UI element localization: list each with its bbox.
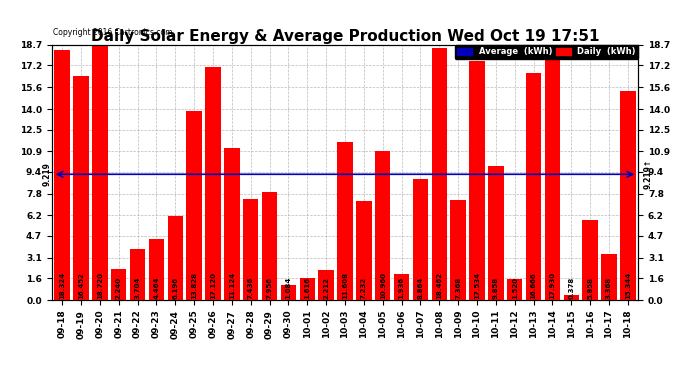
- Text: 3.704: 3.704: [135, 276, 141, 299]
- Bar: [148, 239, 164, 300]
- Bar: [262, 192, 277, 300]
- Text: 17.930: 17.930: [549, 272, 555, 299]
- Text: 17.120: 17.120: [210, 272, 216, 299]
- Bar: [168, 216, 183, 300]
- Text: 13.828: 13.828: [191, 272, 197, 299]
- Legend: Average  (kWh), Daily  (kWh): Average (kWh), Daily (kWh): [455, 45, 638, 59]
- Text: 18.324: 18.324: [59, 272, 65, 299]
- Bar: [544, 56, 560, 300]
- Text: 16.452: 16.452: [78, 272, 84, 299]
- Text: 18.462: 18.462: [436, 272, 442, 299]
- Text: 9.858: 9.858: [493, 277, 499, 299]
- Text: 17.534: 17.534: [474, 272, 480, 299]
- Text: 2.212: 2.212: [323, 277, 329, 299]
- Bar: [394, 274, 409, 300]
- Text: 5.858: 5.858: [587, 277, 593, 299]
- Bar: [92, 45, 108, 300]
- Text: 6.196: 6.196: [172, 277, 178, 299]
- Title: Daily Solar Energy & Average Production Wed Oct 19 17:51: Daily Solar Energy & Average Production …: [91, 29, 599, 44]
- Bar: [299, 278, 315, 300]
- Text: 7.436: 7.436: [248, 277, 254, 299]
- Text: 8.864: 8.864: [417, 277, 424, 299]
- Bar: [507, 279, 522, 300]
- Text: 3.368: 3.368: [606, 277, 612, 299]
- Text: 1.616: 1.616: [304, 277, 310, 299]
- Bar: [488, 166, 504, 300]
- Text: 7.956: 7.956: [266, 277, 273, 299]
- Text: 4.464: 4.464: [153, 276, 159, 299]
- Text: 0.378: 0.378: [569, 277, 574, 299]
- Bar: [111, 270, 126, 300]
- Text: 1.084: 1.084: [286, 276, 291, 299]
- Text: 1.936: 1.936: [399, 277, 404, 299]
- Text: 1.520: 1.520: [512, 277, 518, 299]
- Text: 16.666: 16.666: [531, 272, 537, 299]
- Bar: [243, 199, 259, 300]
- Bar: [620, 91, 635, 300]
- Text: 15.344: 15.344: [625, 272, 631, 299]
- Bar: [526, 73, 542, 300]
- Bar: [451, 200, 466, 300]
- Bar: [55, 50, 70, 300]
- Bar: [186, 111, 202, 300]
- Bar: [224, 148, 239, 300]
- Text: 9.219↑: 9.219↑: [644, 159, 653, 189]
- Bar: [601, 254, 617, 300]
- Text: 10.960: 10.960: [380, 272, 386, 299]
- Bar: [469, 61, 485, 300]
- Bar: [281, 285, 296, 300]
- Bar: [73, 76, 89, 300]
- Bar: [375, 150, 391, 300]
- Bar: [318, 270, 334, 300]
- Text: 11.124: 11.124: [229, 272, 235, 299]
- Bar: [582, 220, 598, 300]
- Bar: [564, 295, 579, 300]
- Bar: [205, 66, 221, 300]
- Bar: [130, 249, 146, 300]
- Text: 7.368: 7.368: [455, 277, 461, 299]
- Text: 2.240: 2.240: [116, 277, 121, 299]
- Bar: [337, 142, 353, 300]
- Text: Copyright 2016 Cartronics.com: Copyright 2016 Cartronics.com: [52, 28, 172, 37]
- Bar: [431, 48, 447, 300]
- Text: 18.720: 18.720: [97, 272, 103, 299]
- Text: 9.219: 9.219: [43, 162, 52, 186]
- Bar: [413, 179, 428, 300]
- Bar: [356, 201, 372, 300]
- Text: 7.232: 7.232: [361, 277, 367, 299]
- Text: 11.608: 11.608: [342, 272, 348, 299]
